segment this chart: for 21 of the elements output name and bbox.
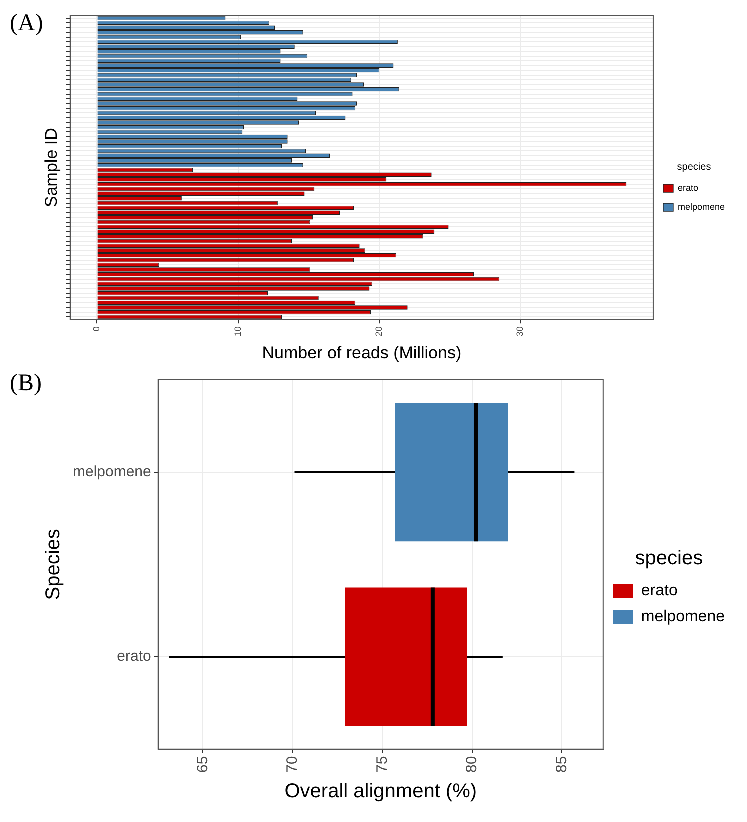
x-tick-label: 30 [515,326,526,337]
legend-label: erato [678,182,698,193]
text: (B) [10,370,42,396]
x-tick-label: 0 [92,326,102,332]
y-axis-title: Species [42,529,65,600]
x-tick-label: 10 [232,326,243,337]
text: (A) [10,10,44,36]
y-axis-title: Sample ID [42,128,61,208]
x-tick-label: 85 [553,756,570,774]
x-tick-label: 65 [194,756,212,774]
legend-title: species [677,162,712,173]
x-axis-title: Overall alignment (%) [284,780,478,803]
x-tick-label: 70 [284,756,302,774]
legend-label: melpomene [678,202,726,212]
x-tick-label: 80 [464,756,481,774]
legend-label: melpomene [641,608,726,626]
x-axis-title: Number of reads (Millions) [262,343,462,362]
legend-label: erato [641,582,678,600]
x-tick-label: 75 [374,756,391,774]
legend-title: species [635,548,704,570]
x-tick-label: 20 [374,326,384,337]
